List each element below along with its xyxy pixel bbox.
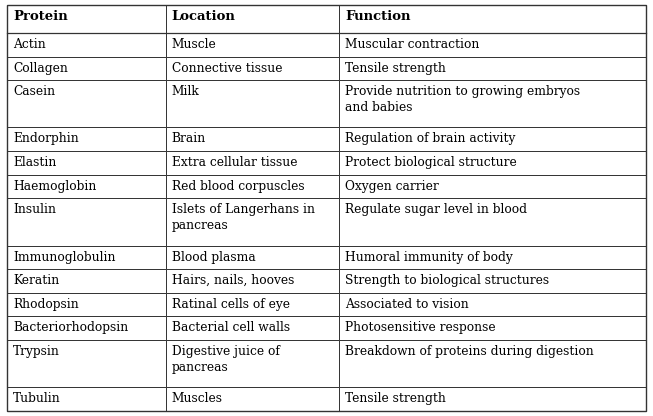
- Text: Blood plasma: Blood plasma: [172, 250, 255, 264]
- Text: Casein: Casein: [13, 85, 55, 98]
- Bar: [7, 57, 165, 80]
- Text: Haemoglobin: Haemoglobin: [13, 180, 97, 193]
- Bar: [165, 269, 339, 293]
- Text: Immunoglobulin: Immunoglobulin: [13, 250, 116, 264]
- Text: Protect biological structure: Protect biological structure: [345, 156, 517, 169]
- Text: Connective tissue: Connective tissue: [172, 62, 282, 74]
- Text: Milk: Milk: [172, 85, 199, 98]
- Text: Bacteriorhodopsin: Bacteriorhodopsin: [13, 322, 128, 334]
- Text: Muscle: Muscle: [172, 38, 216, 51]
- Bar: [165, 80, 339, 127]
- Bar: [339, 317, 646, 340]
- Bar: [7, 5, 165, 33]
- Bar: [7, 33, 165, 57]
- Bar: [165, 57, 339, 80]
- Text: Islets of Langerhans in
pancreas: Islets of Langerhans in pancreas: [172, 203, 315, 232]
- Text: Strength to biological structures: Strength to biological structures: [345, 274, 549, 287]
- Text: Ratinal cells of eye: Ratinal cells of eye: [172, 298, 289, 311]
- Bar: [7, 317, 165, 340]
- Bar: [7, 387, 165, 411]
- Bar: [165, 175, 339, 198]
- Bar: [7, 198, 165, 245]
- Text: Keratin: Keratin: [13, 274, 59, 287]
- Bar: [7, 269, 165, 293]
- Bar: [165, 33, 339, 57]
- Text: Muscles: Muscles: [172, 392, 223, 405]
- Text: Brain: Brain: [172, 132, 206, 146]
- Text: Extra cellular tissue: Extra cellular tissue: [172, 156, 297, 169]
- Text: Red blood corpuscles: Red blood corpuscles: [172, 180, 304, 193]
- Text: Associated to vision: Associated to vision: [345, 298, 469, 311]
- Bar: [339, 151, 646, 175]
- Text: Provide nutrition to growing embryos
and babies: Provide nutrition to growing embryos and…: [345, 85, 580, 114]
- Bar: [339, 5, 646, 33]
- Text: Hairs, nails, hooves: Hairs, nails, hooves: [172, 274, 294, 287]
- Bar: [339, 269, 646, 293]
- Bar: [339, 80, 646, 127]
- Text: Location: Location: [172, 10, 235, 23]
- Bar: [7, 245, 165, 269]
- Text: Endorphin: Endorphin: [13, 132, 79, 146]
- Text: Insulin: Insulin: [13, 203, 56, 216]
- Text: Rhodopsin: Rhodopsin: [13, 298, 79, 311]
- Bar: [165, 340, 339, 387]
- Bar: [7, 340, 165, 387]
- Bar: [339, 293, 646, 317]
- Text: Muscular contraction: Muscular contraction: [345, 38, 479, 51]
- Text: Tubulin: Tubulin: [13, 392, 61, 405]
- Bar: [339, 33, 646, 57]
- Bar: [7, 293, 165, 317]
- Text: Regulation of brain activity: Regulation of brain activity: [345, 132, 515, 146]
- Text: Actin: Actin: [13, 38, 46, 51]
- Text: Tensile strength: Tensile strength: [345, 62, 446, 74]
- Text: Collagen: Collagen: [13, 62, 68, 74]
- Bar: [165, 127, 339, 151]
- Text: Bacterial cell walls: Bacterial cell walls: [172, 322, 290, 334]
- Bar: [339, 387, 646, 411]
- Bar: [339, 245, 646, 269]
- Text: Elastin: Elastin: [13, 156, 56, 169]
- Bar: [339, 340, 646, 387]
- Bar: [165, 245, 339, 269]
- Bar: [7, 151, 165, 175]
- Bar: [339, 175, 646, 198]
- Bar: [7, 175, 165, 198]
- Bar: [339, 57, 646, 80]
- Text: Photosensitive response: Photosensitive response: [345, 322, 496, 334]
- Bar: [7, 127, 165, 151]
- Bar: [165, 5, 339, 33]
- Bar: [165, 198, 339, 245]
- Text: Regulate sugar level in blood: Regulate sugar level in blood: [345, 203, 527, 216]
- Bar: [7, 80, 165, 127]
- Bar: [339, 198, 646, 245]
- Text: Humoral immunity of body: Humoral immunity of body: [345, 250, 513, 264]
- Text: Function: Function: [345, 10, 410, 23]
- Text: Digestive juice of
pancreas: Digestive juice of pancreas: [172, 345, 279, 374]
- Text: Tensile strength: Tensile strength: [345, 392, 446, 405]
- Text: Protein: Protein: [13, 10, 68, 23]
- Text: Oxygen carrier: Oxygen carrier: [345, 180, 439, 193]
- Bar: [165, 293, 339, 317]
- Bar: [165, 151, 339, 175]
- Bar: [165, 317, 339, 340]
- Bar: [339, 127, 646, 151]
- Bar: [165, 387, 339, 411]
- Text: Trypsin: Trypsin: [13, 345, 60, 358]
- Text: Breakdown of proteins during digestion: Breakdown of proteins during digestion: [345, 345, 594, 358]
